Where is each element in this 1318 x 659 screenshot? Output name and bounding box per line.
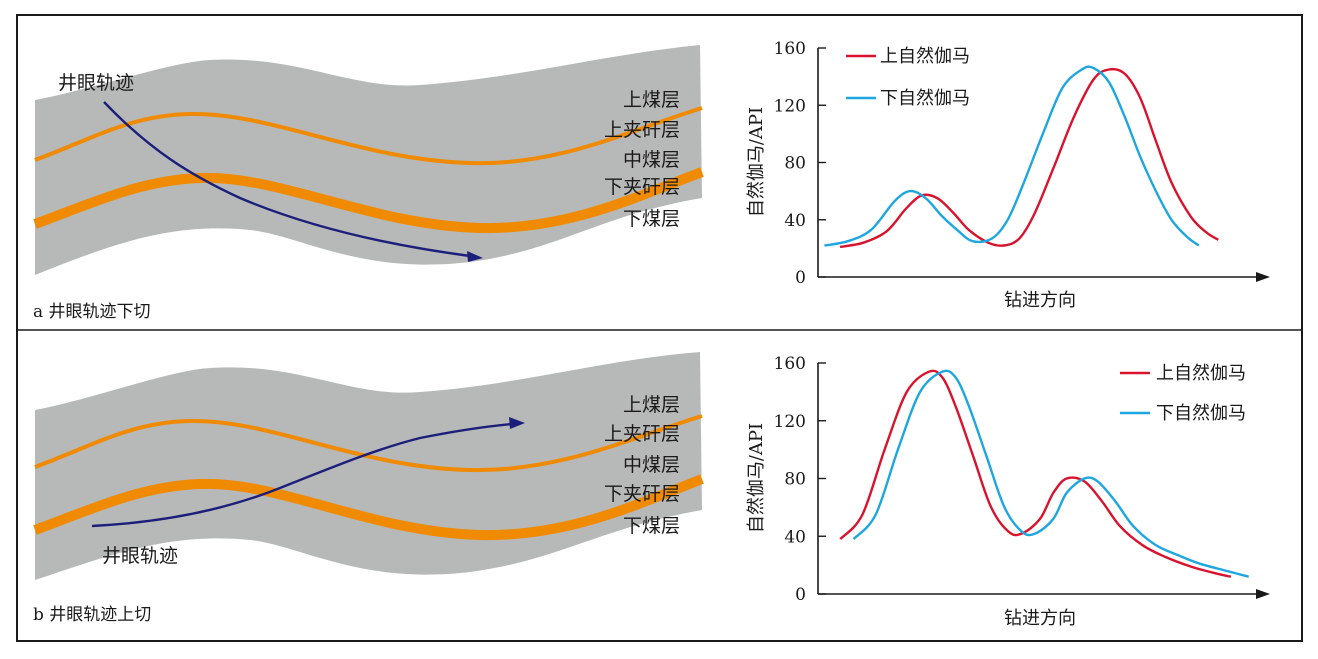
- well-trajectory-label: 井眼轨迹: [58, 72, 134, 94]
- y-tick-label: 0: [795, 585, 806, 605]
- upper-gamma-line: [839, 67, 1219, 249]
- panel-caption: a 井眼轨迹下切: [33, 302, 151, 322]
- panel-b-geology: 井眼轨迹 上煤层 上夹矸层 中煤层 下夹矸层 下煤层 b 井眼轨迹上切: [33, 352, 704, 625]
- well-trajectory-label: 井眼轨迹: [102, 545, 178, 567]
- y-ticks: 0 40 80 120 160: [774, 354, 826, 605]
- series-lines: [839, 369, 1250, 578]
- legend: 上自然伽马 下自然伽马: [846, 46, 970, 109]
- y-tick-label: 40: [784, 527, 806, 547]
- y-tick-label: 0: [795, 268, 806, 288]
- panel-caption: b 井眼轨迹上切: [33, 605, 151, 625]
- layer-label: 下夹矸层: [604, 176, 680, 198]
- layer-label: 上煤层: [623, 394, 680, 416]
- layer-label: 下煤层: [623, 515, 680, 537]
- layer-label: 中煤层: [623, 454, 680, 476]
- arrow-right-icon: [1256, 589, 1270, 599]
- formation-band: [35, 45, 702, 275]
- y-tick-label: 40: [784, 211, 806, 231]
- layer-label: 上夹矸层: [604, 423, 680, 445]
- well-trajectory: [103, 101, 471, 258]
- layer-label: 下煤层: [623, 208, 680, 230]
- layer-label: 下夹矸层: [604, 483, 680, 505]
- y-axis-title: 自然伽马/API: [746, 423, 767, 533]
- upper-coal-seam: [34, 414, 703, 473]
- lower-gamma-line: [852, 369, 1250, 578]
- legend-label-upper: 上自然伽马: [880, 46, 970, 67]
- y-tick-label: 120: [774, 412, 806, 432]
- layer-label: 上夹矸层: [604, 119, 680, 141]
- figure-frame: [16, 14, 1303, 642]
- x-axis-title: 钻进方向: [1004, 608, 1076, 629]
- y-tick-label: 160: [774, 354, 806, 374]
- y-tick-label: 80: [784, 470, 806, 490]
- arrow-right-icon: [467, 251, 483, 262]
- lower-coal-seam: [33, 474, 704, 541]
- gamma-chart-a: 0 40 80 120 160 自然伽马/API 钻进方向 上自然伽马 下自然伽马: [746, 39, 1270, 311]
- well-trajectory: [91, 422, 513, 528]
- series-lines: [824, 65, 1219, 249]
- legend-label-lower: 下自然伽马: [880, 88, 970, 109]
- layer-label: 上煤层: [623, 89, 680, 111]
- layer-labels-a: 上煤层 上夹矸层 中煤层 下夹矸层 下煤层: [604, 89, 680, 230]
- upper-gamma-line: [839, 369, 1232, 578]
- gamma-chart-b: 0 40 80 120 160 自然伽马/API 钻进方向 上自然伽马 下自然伽马: [746, 354, 1270, 629]
- legend-label-upper: 上自然伽马: [1156, 363, 1246, 384]
- legend-label-lower: 下自然伽马: [1156, 403, 1246, 424]
- arrow-right-icon: [509, 417, 525, 429]
- lower-gamma-line: [824, 65, 1200, 247]
- lower-coal-seam: [33, 167, 704, 234]
- y-tick-label: 160: [774, 39, 806, 59]
- y-axis-title: 自然伽马/API: [746, 107, 767, 217]
- arrow-right-icon: [1256, 272, 1270, 282]
- y-tick-label: 120: [774, 96, 806, 116]
- legend: 上自然伽马 下自然伽马: [1120, 363, 1246, 424]
- panel-a-geology: 井眼轨迹 上煤层 上夹矸层 中煤层 下夹矸层 下煤层 a 井眼轨迹下切: [33, 45, 704, 322]
- y-ticks: 0 40 80 120 160: [774, 39, 826, 288]
- layer-labels-b: 上煤层 上夹矸层 中煤层 下夹矸层 下煤层: [604, 394, 680, 537]
- formation-band: [35, 352, 702, 580]
- y-tick-label: 80: [784, 154, 806, 174]
- layer-label: 中煤层: [623, 149, 680, 171]
- x-axis-title: 钻进方向: [1004, 290, 1076, 311]
